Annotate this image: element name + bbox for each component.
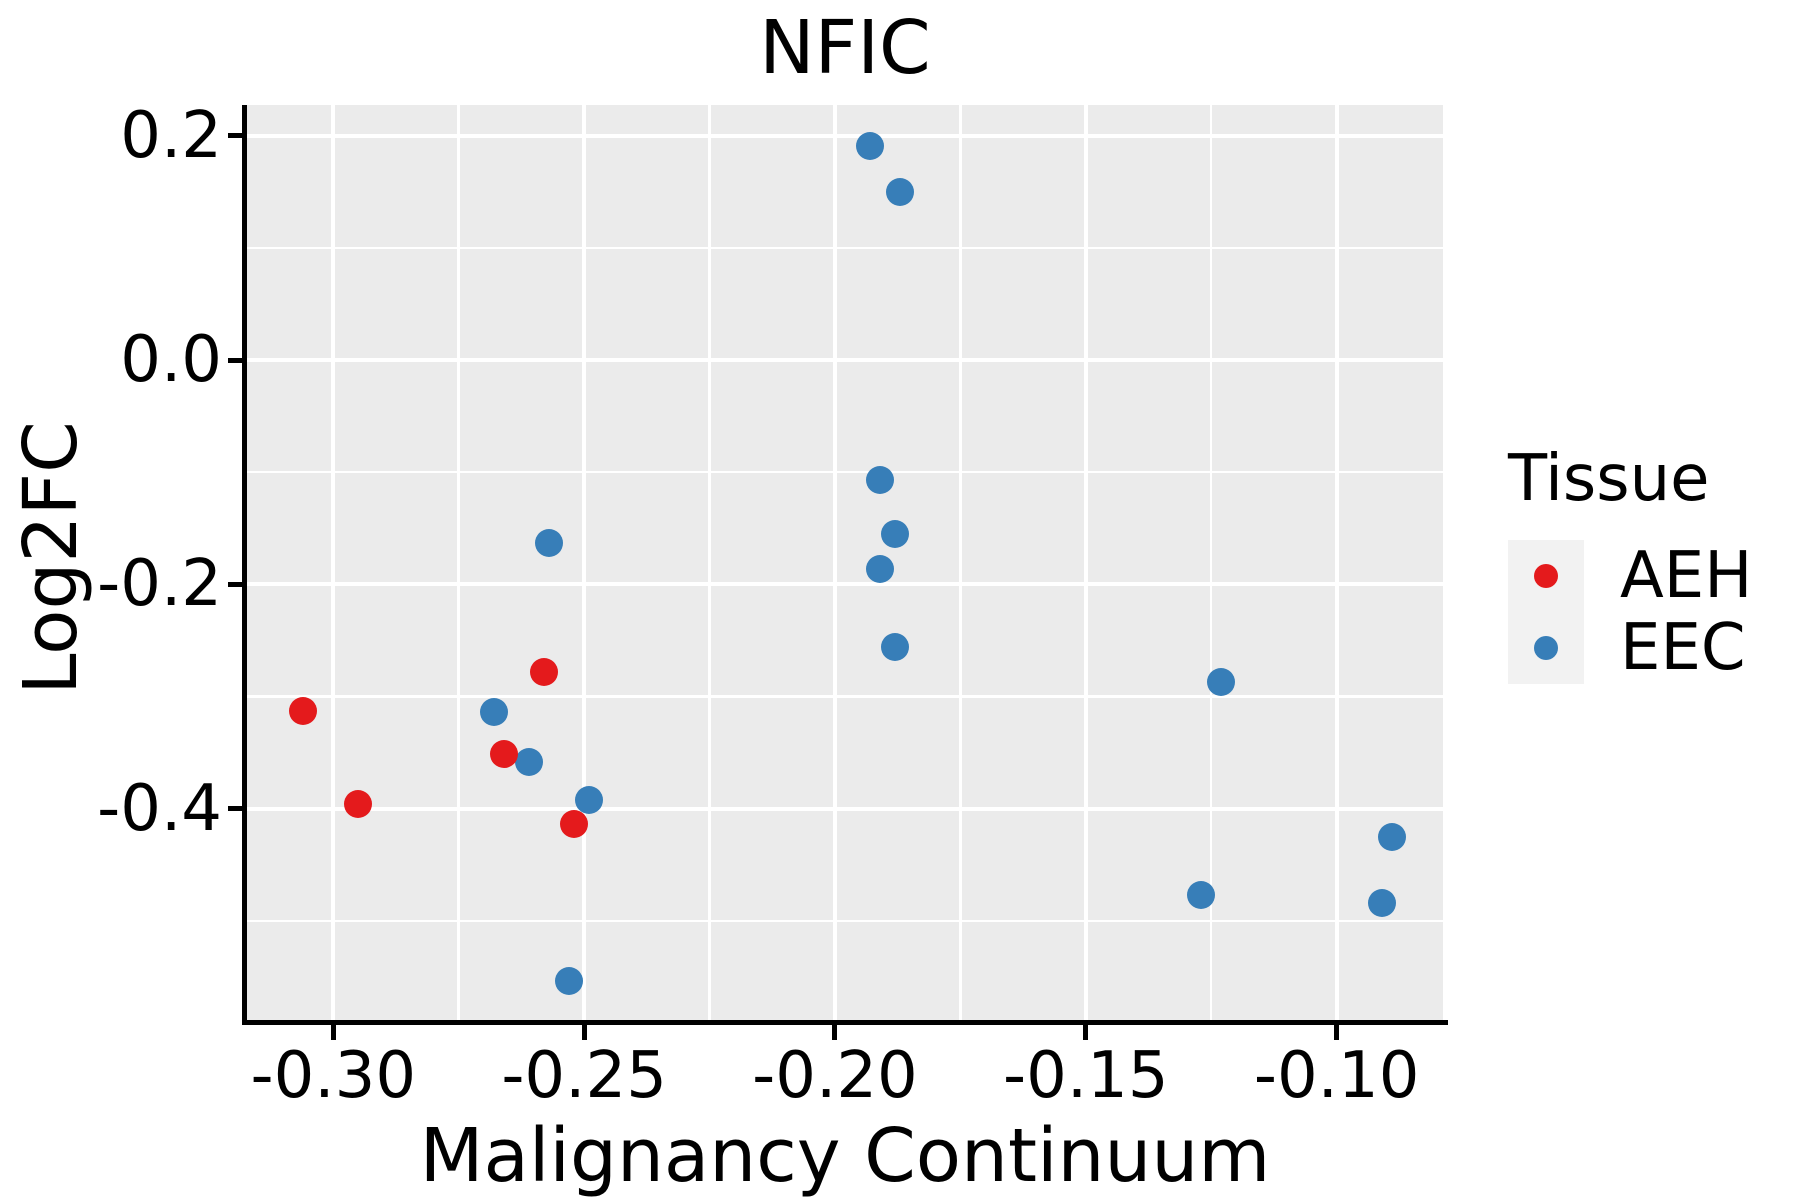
data-point-eec	[535, 528, 563, 557]
x-tick-mark	[330, 1025, 336, 1040]
x-major-gridline	[1334, 105, 1339, 1020]
x-tick-label: -0.10	[1253, 1039, 1420, 1113]
legend-label: EEC	[1620, 611, 1746, 685]
data-point-eec	[1367, 888, 1396, 917]
legend-entries: AEH EEC	[1508, 540, 1752, 684]
y-tick-label: 0.0	[120, 323, 222, 398]
x-tick-label: -0.15	[1003, 1039, 1169, 1113]
plot-panel	[247, 105, 1443, 1020]
y-tick-mark	[228, 133, 242, 139]
y-tick-mark	[228, 357, 242, 363]
y-tick-mark	[228, 581, 242, 587]
chart-title: NFIC	[759, 5, 931, 91]
x-minor-gridline	[1209, 105, 1213, 1020]
y-tick-label: 0.2	[120, 98, 222, 173]
legend-entry-aeh: AEH	[1508, 540, 1752, 612]
y-tick-mark	[228, 806, 242, 812]
x-tick-mark	[1083, 1025, 1089, 1040]
data-point-eec	[514, 747, 543, 776]
data-point-aeh	[344, 790, 373, 819]
data-point-aeh	[529, 657, 558, 686]
x-tick-mark	[581, 1025, 587, 1040]
x-tick-label: -0.25	[501, 1039, 667, 1113]
data-point-aeh	[289, 697, 318, 726]
data-point-eec	[479, 698, 508, 727]
x-tick-label: -0.30	[250, 1039, 417, 1113]
x-minor-gridline	[959, 105, 962, 1020]
x-major-gridline	[331, 105, 336, 1020]
y-minor-gridline	[247, 695, 1443, 698]
y-minor-gridline	[247, 919, 1443, 922]
x-tick-mark	[1334, 1025, 1340, 1040]
x-major-gridline	[832, 105, 837, 1020]
x-major-gridline	[1083, 105, 1088, 1020]
y-major-gridline	[247, 133, 1443, 138]
data-point-eec	[881, 519, 910, 548]
x-tick-mark	[832, 1025, 838, 1040]
y-minor-gridline	[247, 470, 1443, 474]
y-minor-gridline	[247, 246, 1443, 250]
legend-key	[1508, 540, 1584, 612]
legend-dot-eec	[1534, 636, 1558, 660]
data-point-eec	[555, 967, 584, 996]
x-minor-gridline	[457, 105, 460, 1020]
data-point-aeh	[489, 739, 518, 768]
data-point-eec	[881, 633, 910, 662]
data-point-eec	[856, 131, 885, 160]
legend: Tissue AEH EEC	[1508, 444, 1752, 684]
y-major-gridline	[247, 358, 1443, 363]
legend-dot-aeh	[1534, 564, 1558, 588]
y-major-gridline	[247, 582, 1443, 587]
legend-title: Tissue	[1508, 442, 1710, 516]
x-axis-title: Malignancy Continuum	[419, 1113, 1271, 1199]
data-point-eec	[866, 466, 895, 495]
data-point-eec	[575, 785, 604, 814]
x-major-gridline	[582, 105, 587, 1020]
data-point-eec	[886, 177, 915, 206]
y-tick-label: -0.4	[97, 771, 222, 846]
x-minor-gridline	[708, 105, 711, 1020]
data-point-aeh	[560, 810, 589, 839]
legend-entry-eec: EEC	[1508, 612, 1752, 684]
x-tick-label: -0.20	[752, 1039, 918, 1113]
y-tick-label: -0.2	[97, 547, 222, 622]
axis-lines	[242, 105, 1448, 1025]
data-point-eec	[1377, 822, 1406, 851]
y-major-gridline	[247, 806, 1443, 811]
data-point-eec	[866, 554, 895, 583]
data-point-eec	[1207, 667, 1236, 696]
legend-key	[1508, 612, 1584, 684]
legend-label: AEH	[1620, 539, 1753, 613]
data-point-eec	[1187, 880, 1216, 909]
y-axis-title: Log2FC	[8, 421, 95, 695]
